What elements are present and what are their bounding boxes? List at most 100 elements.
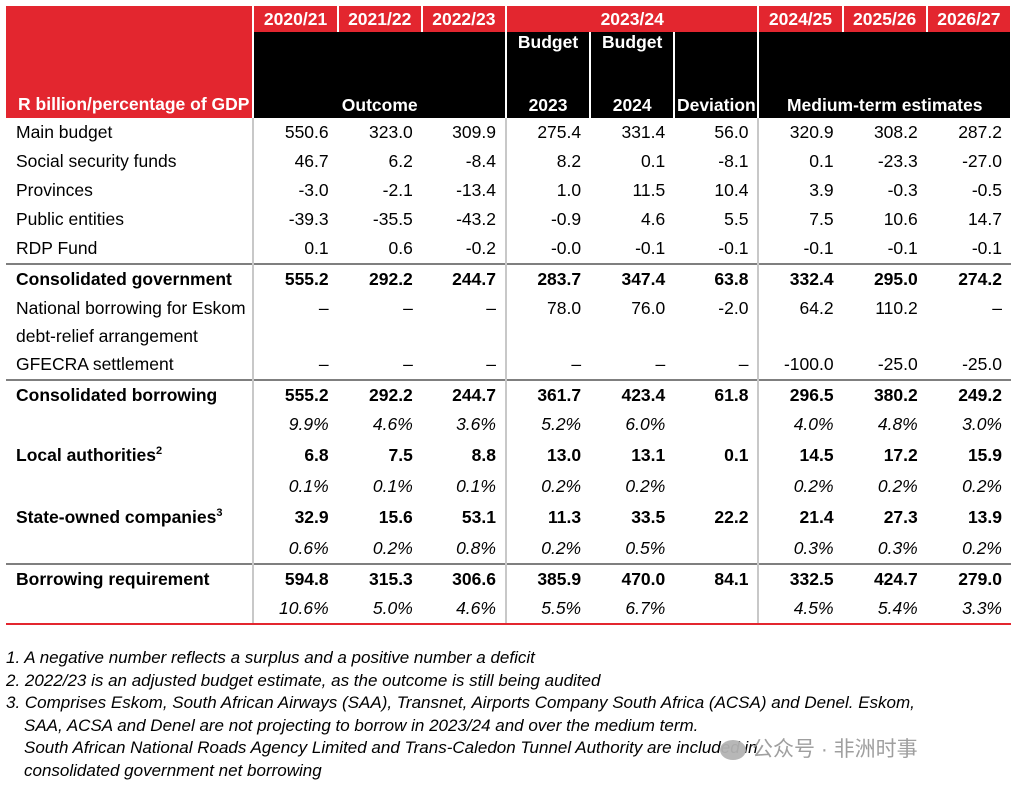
table-row: Consolidated government 555.2 292.2 244.7 28… <box>6 263 1011 294</box>
row-label-text: National borrowing for Eskom debt-relief… <box>16 298 246 346</box>
table-row: Consolidated borrowing 555.2 292.2 244.7 361… <box>6 379 1011 410</box>
cell-value: 61.8 <box>674 379 760 410</box>
table-row: 0.1% 0.1% 0.1% 0.2% 0.2% 0.2% 0.2% 0.2% <box>6 472 1011 501</box>
cell-value: 0.2% <box>541 476 582 496</box>
cell-value: 3.0% <box>962 414 1002 434</box>
cell-value: 76.0 <box>631 298 666 318</box>
cell-value: -100.0 <box>783 354 834 374</box>
cell-value: 15.6 <box>378 507 413 527</box>
cell-value: 295.0 <box>842 263 927 294</box>
cell-value: 0.2% <box>625 476 666 496</box>
cell-value: – <box>571 354 582 374</box>
cell-value: -3.0 <box>298 180 329 200</box>
cell-value: 110.2 <box>875 298 918 318</box>
budget-2023-top: Budget <box>517 32 579 52</box>
cell-value: 63.8 <box>674 263 760 294</box>
cell-value: 309.9 <box>421 118 507 147</box>
cell-value: 380.2 <box>842 379 927 410</box>
outcome-header: Outcome <box>253 32 507 118</box>
cell-value: 594.8 <box>253 563 338 594</box>
cell-value: 10.6% <box>253 594 338 625</box>
table-body: Main budget 550.6 323.0 309.9 275.4 331.4 56.0… <box>6 118 1011 625</box>
cell-value: 22.2 <box>674 501 760 534</box>
row-label: Consolidated government <box>6 263 255 294</box>
cell-value: 0.6 <box>388 238 413 258</box>
cell-value: 0.3% <box>793 538 834 558</box>
cell-value: 3.9 <box>809 180 834 200</box>
year-2024-25: 2024/25 <box>758 6 844 32</box>
cell-value: 13.9 <box>967 507 1002 527</box>
cell-value: -0.0 <box>550 238 582 258</box>
row-label: Public entities <box>6 205 255 234</box>
row-label-text: Main budget <box>16 122 113 142</box>
row-label: RDP Fund <box>6 234 255 264</box>
budget-2023-header: Budget 2023 <box>505 32 592 118</box>
cell-value: 4.8% <box>877 414 918 434</box>
budget-2023-bottom: 2023 <box>528 95 568 115</box>
cell-value: 7.5 <box>809 209 834 229</box>
table-row: Local authorities2 6.8 7.5 8.8 13.0 13.1 0.1 14… <box>6 439 1011 472</box>
table-row: RDP Fund 0.1 0.6 -0.2 -0.0 -0.1 -0.1 -0.1 -0.1 -0… <box>6 234 1011 264</box>
cell-value: 14.7 <box>967 209 1002 229</box>
table-row: Provinces -3.0 -2.1 -13.4 1.0 11.5 10.4 3.9 -0.3… <box>6 176 1011 205</box>
deviation-header: Deviation <box>674 32 760 118</box>
cell-value: 0.2% <box>541 538 582 558</box>
cell-value: 53.1 <box>421 501 507 534</box>
cell-value: 292.2 <box>337 379 422 410</box>
footnote-1: 1. A negative number reflects a surplus … <box>6 648 535 667</box>
cell-value: 0.1% <box>372 476 413 496</box>
row-label-text: Borrowing requirement <box>16 569 210 589</box>
cell-value: 46.7 <box>294 151 329 171</box>
cell-value <box>674 594 760 625</box>
cell-value: – <box>674 350 760 380</box>
cell-value: 0.2% <box>962 538 1002 558</box>
budget-2024-top: Budget <box>602 32 663 52</box>
cell-value <box>674 534 760 564</box>
cell-value: – <box>403 354 413 374</box>
cell-value: 249.2 <box>926 379 1011 410</box>
cell-value: 385.9 <box>505 563 591 594</box>
cell-value: 279.0 <box>926 563 1011 594</box>
cell-value: 10.6 <box>883 209 918 229</box>
cell-value: 7.5 <box>388 445 413 465</box>
header-label: R billion/percentage of GDP <box>18 94 250 114</box>
row-label <box>6 410 255 439</box>
cell-value: 244.7 <box>421 379 507 410</box>
cell-value: 6.7% <box>590 594 675 625</box>
cell-value: 347.4 <box>590 263 675 294</box>
header-group-row: Outcome Budget 2023 Budget 2024 Deviation … <box>6 32 1012 118</box>
footnote-2: 2. 2022/23 is an adjusted budget estimat… <box>6 670 601 690</box>
cell-value: 21.4 <box>799 507 834 527</box>
cell-value: 292.2 <box>337 263 422 294</box>
year-2026-27: 2026/27 <box>926 6 1013 32</box>
cell-value: -13.4 <box>421 176 507 205</box>
cell-value: 4.5% <box>758 594 843 625</box>
row-label: Consolidated borrowing <box>6 379 255 410</box>
cell-value: – <box>992 298 1002 318</box>
cell-value: 4.0% <box>793 414 834 434</box>
cell-value: 0.2% <box>962 476 1002 496</box>
cell-value: 424.7 <box>842 563 927 594</box>
cell-value: 3.6% <box>421 410 507 439</box>
row-label-text: Local authorities <box>16 445 157 465</box>
cell-value: 33.5 <box>631 507 666 527</box>
table-row: 0.6% 0.2% 0.8% 0.2% 0.5% 0.3% 0.3% 0.2% <box>6 534 1011 564</box>
table-row: 9.9% 4.6% 3.6% 5.2% 6.0% 4.0% 4.8% 3.0% <box>6 410 1011 439</box>
row-label: GFECRA settlement <box>6 350 255 380</box>
table-row: 10.6% 5.0% 4.6% 5.5% 6.7% 4.5% 5.4% 3.3% <box>6 594 1011 625</box>
cell-value: 331.4 <box>621 122 666 142</box>
cell-value: -0.1 <box>674 234 760 264</box>
cell-value: 361.7 <box>505 379 591 410</box>
row-label-text: Consolidated borrowing <box>16 385 218 405</box>
cell-value: 5.5 <box>674 205 760 234</box>
footnote-3-cont-1: SAA, ACSA and Denel are not projecting t… <box>24 715 699 735</box>
row-label-text: Public entities <box>16 209 124 229</box>
cell-value: – <box>421 294 507 350</box>
cell-value: 4.6% <box>421 594 507 625</box>
cell-value: 0.1 <box>809 151 834 171</box>
borrowing-requirement-table: R billion/percentage of GDP 2020/21 2021… <box>6 6 1013 625</box>
cell-value: 0.3% <box>877 538 918 558</box>
cell-value: -23.3 <box>877 151 918 171</box>
cell-value: 274.2 <box>926 263 1011 294</box>
cell-value: 6.8 <box>304 445 329 465</box>
